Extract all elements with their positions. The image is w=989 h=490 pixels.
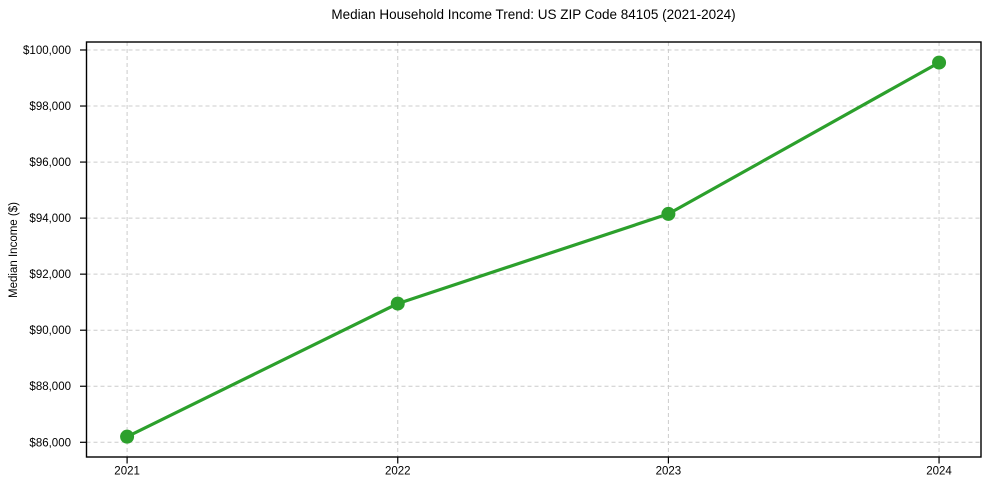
y-tick-label: $92,000 [29, 269, 71, 281]
chart-title: Median Household Income Trend: US ZIP Co… [331, 7, 736, 22]
data-point-2022 [390, 296, 405, 311]
y-tick-label: $90,000 [29, 325, 71, 337]
y-tick-label: $98,000 [29, 101, 71, 113]
data-point-2024 [932, 55, 947, 70]
y-tick-label: $94,000 [29, 213, 71, 225]
x-tick-label: 2022 [385, 466, 411, 478]
y-tick-label: $96,000 [29, 157, 71, 169]
x-tick-label: 2024 [926, 466, 952, 478]
x-tick-label: 2021 [114, 466, 140, 478]
y-tick-label: $86,000 [29, 437, 71, 449]
trend-line [125, 60, 941, 439]
y-axis-label: Median Income ($) [8, 202, 20, 298]
y-tick-label: $88,000 [29, 381, 71, 393]
plot-border [85, 41, 982, 458]
data-point-2021 [120, 429, 135, 444]
y-tick-label: $100,000 [23, 45, 71, 57]
x-tick-label: 2023 [656, 466, 682, 478]
data-point-2023 [661, 206, 676, 221]
